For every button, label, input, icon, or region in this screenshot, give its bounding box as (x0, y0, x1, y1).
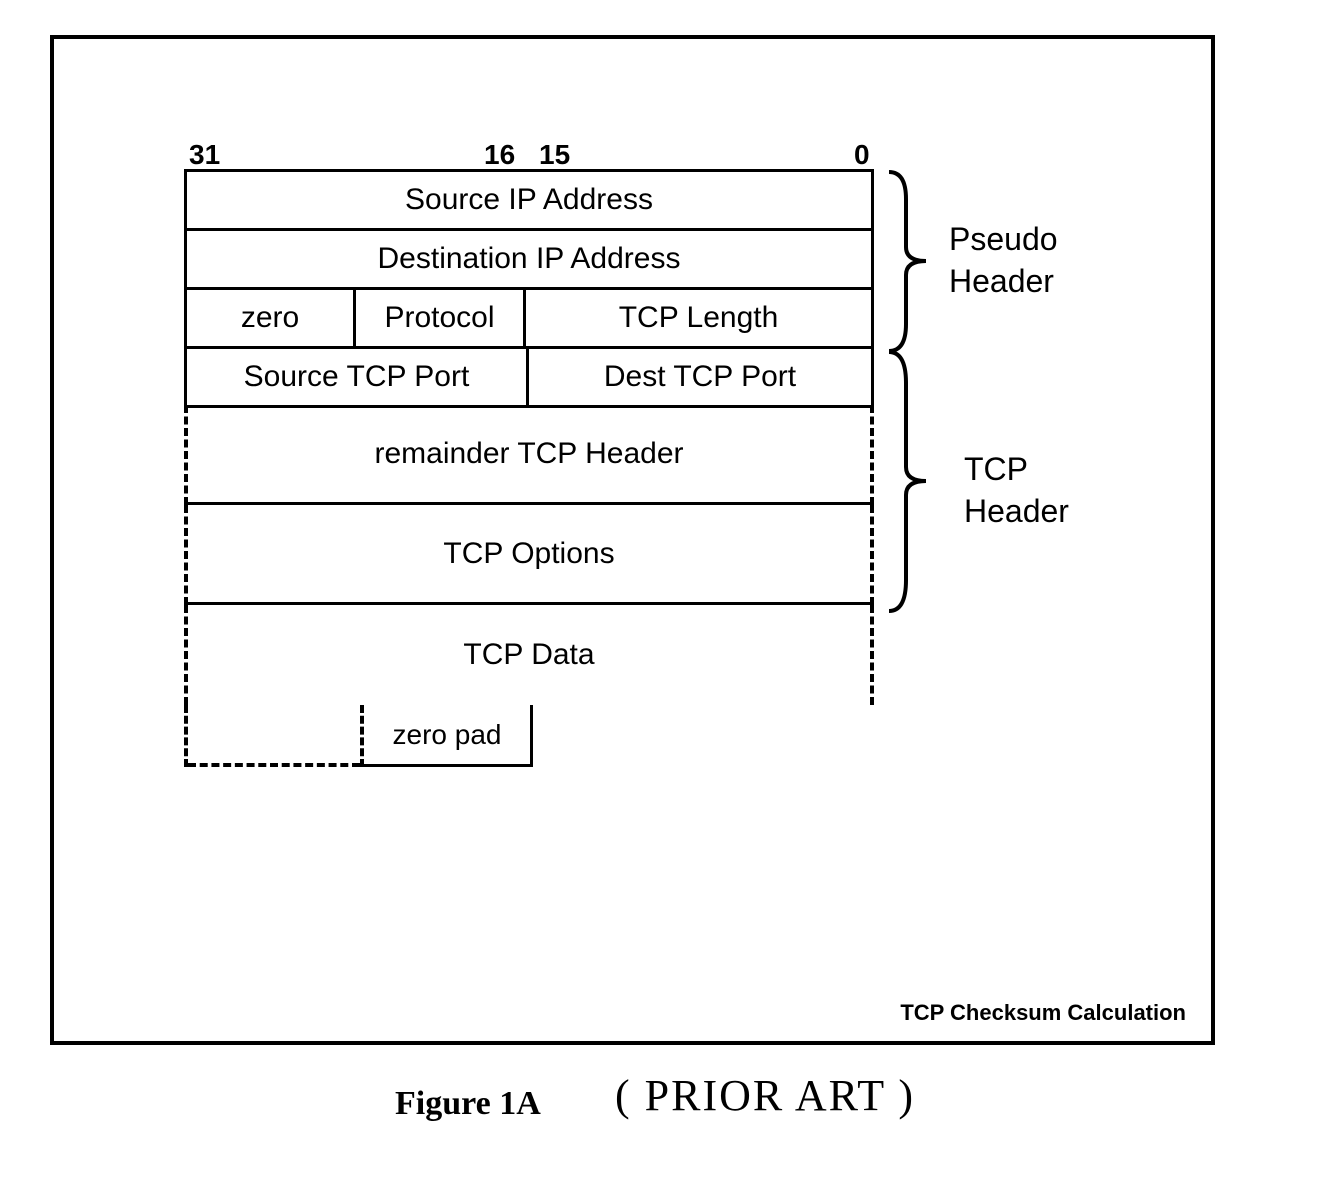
source-ip-cell: Source IP Address (184, 169, 874, 231)
tcp-data-cell: TCP Data (184, 605, 874, 705)
bit-16: 16 (484, 139, 515, 171)
zero-cell: zero (184, 287, 356, 349)
table-row: Source IP Address (184, 169, 874, 231)
zero-pad-row: zero pad (184, 705, 874, 767)
protocol-cell: Protocol (353, 287, 526, 349)
dest-ip-cell: Destination IP Address (184, 228, 874, 290)
pseudo-header-brace (884, 169, 934, 354)
diagram-frame: 31 16 15 0 Source IP Address Destination… (50, 35, 1215, 1045)
prior-art-label: ( PRIOR ART ) (615, 1070, 915, 1121)
bit-0: 0 (854, 139, 870, 171)
table-row: Destination IP Address (184, 228, 874, 290)
tcp-options-cell: TCP Options (184, 505, 874, 605)
checksum-footer-label: TCP Checksum Calculation (900, 1000, 1186, 1026)
remainder-tcp-header-cell: remainder TCP Header (184, 405, 874, 505)
dst-port-cell: Dest TCP Port (526, 346, 874, 408)
table-row: Source TCP Port Dest TCP Port (184, 346, 874, 408)
figure-caption: Figure 1A (395, 1085, 541, 1123)
bit-31: 31 (189, 139, 220, 171)
zero-pad-spacer (188, 705, 360, 767)
table-row: zero Protocol TCP Length (184, 287, 874, 349)
zero-pad-cell: zero pad (360, 705, 533, 767)
tcp-length-cell: TCP Length (523, 287, 874, 349)
tcp-header-brace (884, 349, 934, 614)
packet-table: Source IP Address Destination IP Address… (184, 169, 874, 767)
pseudo-header-label: Pseudo Header (949, 219, 1058, 302)
tcp-header-label: TCP Header (964, 449, 1069, 532)
bit-15: 15 (539, 139, 570, 171)
src-port-cell: Source TCP Port (184, 346, 529, 408)
